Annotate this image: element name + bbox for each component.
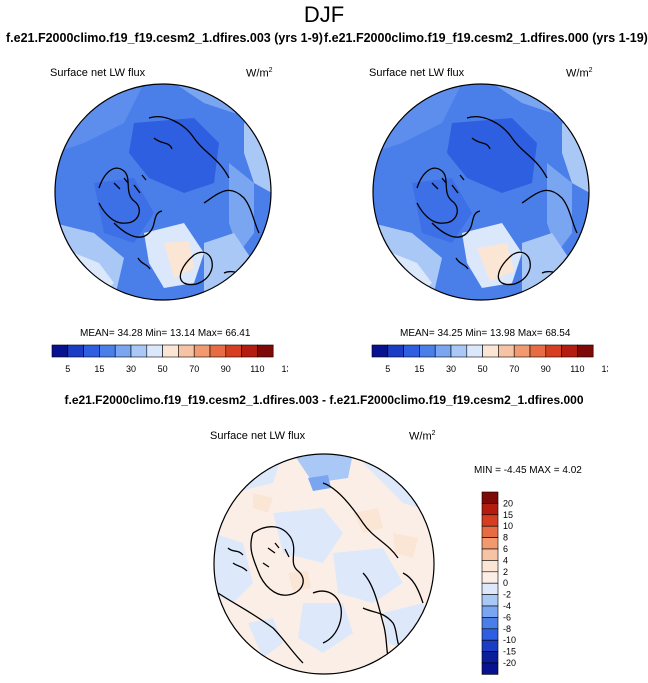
panel-2-colorbar-swatch (545, 344, 562, 358)
panel-2-colorbar-swatch (434, 344, 452, 358)
diff-colorbar-tick-label: 15 (503, 510, 513, 520)
panel-2-colorbar-swatch (482, 344, 499, 358)
panel-2-polar-map (372, 83, 590, 301)
panel-2-colorbar-swatch (419, 344, 436, 358)
panel-2-colorbar-tick-label: 30 (446, 364, 456, 374)
diff-colorbar-swatch (481, 525, 499, 538)
panel-1-colorbar-swatch (83, 344, 100, 358)
panel-2-colorbar-swatch (561, 344, 578, 358)
panel-2-colorbar-swatch (450, 344, 468, 358)
panel-2-colorbar-swatch (403, 344, 420, 358)
diff-colorbar-tick-label: -4 (503, 601, 511, 611)
diff-colorbar-tick-label: -15 (503, 647, 516, 657)
panel-1-colorbar-swatch (178, 344, 195, 358)
panel-2-colorbar-swatch (498, 344, 515, 358)
diff-colorbar-swatch (481, 639, 499, 652)
panel-1-colorbar-swatch (114, 344, 132, 358)
diff-colorbar-swatch (481, 548, 499, 561)
diff-colorbar-tick-label: 2 (503, 567, 508, 577)
panel-1-colorbar-swatch (241, 344, 258, 358)
diff-colorbar-swatch (481, 617, 499, 630)
diff-colorbar-swatch (481, 491, 499, 504)
panel-2-colorbar: 5 15 30 50 70 90 110 130 (371, 344, 608, 374)
panel-1-colorbar-tick-label: 90 (221, 364, 231, 374)
diff-colorbar-swatch (481, 605, 499, 618)
panel-1-variable-label: Surface net LW flux (50, 67, 146, 79)
diff-colorbar-swatch (481, 537, 499, 550)
panel-1-units-label: W/m2 (246, 67, 273, 80)
diff-colorbar-tick-label: -6 (503, 612, 511, 622)
panel-2-colorbar-swatch (466, 344, 483, 358)
panel-2-colorbar-tick-label: 110 (570, 364, 584, 374)
panel-2-case-title: f.e21.F2000climo.f19_f19.cesm2_1.dfires.… (324, 31, 648, 45)
panel-1-polar-map (54, 83, 272, 301)
diff-colorbar-tick-label: 20 (503, 498, 513, 508)
diff-colorbar-tick-label: -10 (503, 635, 516, 645)
panel-1-colorbar-swatch (193, 344, 211, 358)
diff-polar-map (213, 453, 435, 675)
panel-2-stats: MEAN= 34.25 Min= 13.98 Max= 68.54 (400, 328, 571, 339)
panel-2-colorbar-swatch (529, 344, 547, 358)
diff-colorbar-swatch (481, 662, 499, 675)
diff-colorbar-swatch (481, 582, 499, 595)
diff-colorbar-tick-label: 0 (503, 578, 508, 588)
panel-1-colorbar-tick-label: 30 (126, 364, 136, 374)
panel-2-colorbar-swatch (577, 344, 594, 358)
diff-colorbar-swatch (481, 514, 499, 527)
diff-colorbar-swatch (481, 503, 499, 516)
panel-1-colorbar-swatch (209, 344, 227, 358)
panel-1-colorbar-swatch (99, 344, 116, 358)
panel-1-colorbar-tick-label: 70 (189, 364, 199, 374)
panel-1-colorbar-tick-label: 15 (94, 364, 104, 374)
main-title: DJF (303, 2, 345, 27)
panel-2-colorbar-swatch (371, 344, 389, 358)
diff-colorbar-tick-label: -20 (503, 658, 516, 668)
diff-colorbar-tick-label: -8 (503, 624, 511, 634)
panel-2-colorbar-swatch (387, 344, 404, 358)
panel-1-stats: MEAN= 34.28 Min= 13.14 Max= 66.41 (80, 328, 251, 339)
panel-1-colorbar-tick-label: 130 (281, 364, 288, 374)
diff-colorbar-swatch (481, 571, 499, 584)
diff-colorbar-tick-label: 4 (503, 555, 508, 565)
panel-1-case-title: f.e21.F2000climo.f19_f19.cesm2_1.dfires.… (6, 31, 323, 45)
panel-1-colorbar-tick-label: 110 (250, 364, 264, 374)
panel-1-colorbar-swatch (146, 344, 163, 358)
panel-2-colorbar-swatch (513, 344, 531, 358)
diff-colorbar-swatch (481, 628, 499, 641)
panel-1-colorbar: 5 15 30 50 70 90 110 130 (51, 344, 288, 374)
panel-2-colorbar-tick-label: 15 (414, 364, 424, 374)
diff-colorbar-swatch (481, 594, 499, 607)
panel-1-colorbar-tick-label: 50 (158, 364, 168, 374)
diff-colorbar-tick-label: -2 (503, 590, 511, 600)
diff-units-label: W/m2 (409, 430, 436, 443)
diff-stats: MIN = -4.45 MAX = 4.02 (474, 465, 582, 476)
panel-1-colorbar-tick-label: 5 (65, 364, 70, 374)
panel-1-colorbar-swatch (257, 344, 274, 358)
panel-2-colorbar-tick-label: 5 (385, 364, 390, 374)
panel-1-colorbar-swatch (225, 344, 242, 358)
diff-colorbar-swatch (481, 560, 499, 573)
panel-2-variable-label: Surface net LW flux (369, 67, 465, 79)
diff-colorbar-tick-label: 10 (503, 521, 513, 531)
diff-colorbar-swatch (481, 651, 499, 664)
panel-2-colorbar-tick-label: 130 (601, 364, 608, 374)
diff-colorbar-tick-label: 6 (503, 544, 508, 554)
panel-1-colorbar-swatch (51, 344, 69, 358)
panel-1-colorbar-swatch (130, 344, 148, 358)
panel-2-colorbar-tick-label: 50 (478, 364, 488, 374)
diff-colorbar-tick-label: 8 (503, 533, 508, 543)
diff-panel-title: f.e21.F2000climo.f19_f19.cesm2_1.dfires.… (64, 393, 584, 407)
panel-2-units-label: W/m2 (566, 67, 593, 80)
panel-2-colorbar-tick-label: 90 (541, 364, 551, 374)
diff-variable-label: Surface net LW flux (210, 430, 306, 442)
panel-2-colorbar-tick-label: 70 (509, 364, 519, 374)
panel-1-colorbar-swatch (162, 344, 179, 358)
panel-1-colorbar-swatch (67, 344, 84, 358)
